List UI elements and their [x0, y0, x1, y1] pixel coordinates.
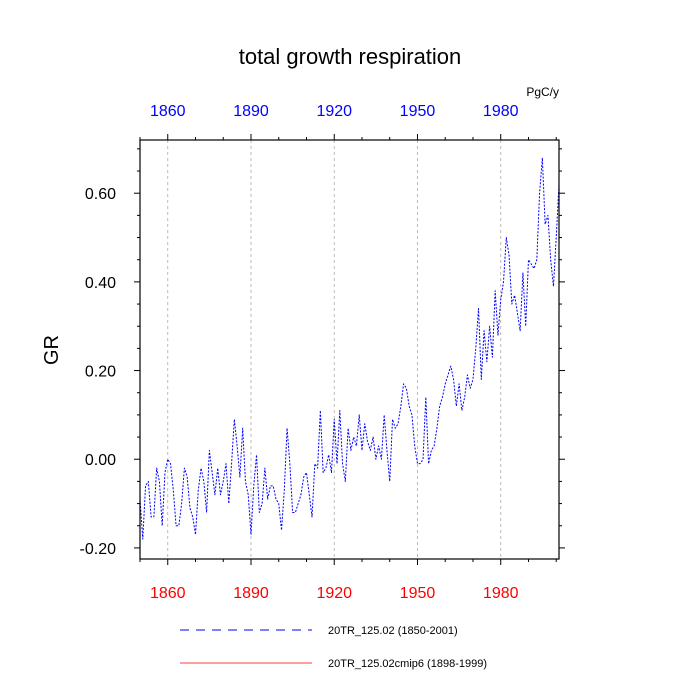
- x-tick-label-top-1980: 1980: [483, 103, 519, 120]
- legend: 20TR_125.02 (1850-2001) 20TR_125.02cmip6…: [180, 625, 487, 670]
- chart-title: total growth respiration: [239, 44, 462, 69]
- legend-label-cmip6: 20TR_125.02cmip6 (1898-1999): [328, 658, 487, 670]
- x-tick-label-bottom-1860: 1860: [150, 585, 186, 602]
- x-tick-label-top-1920: 1920: [316, 103, 352, 120]
- legend-label-20tr: 20TR_125.02 (1850-2001): [328, 625, 458, 637]
- axis-ticks: [134, 134, 565, 565]
- y-tick-label-2: 0.20: [85, 364, 116, 381]
- gridlines: [167, 140, 502, 559]
- y-tick-label-0: -0.20: [80, 541, 117, 558]
- units-label: PgC/y: [526, 85, 559, 99]
- x-tick-label-top-1950: 1950: [400, 103, 436, 120]
- plot-frame: [139, 139, 560, 560]
- y-tick-label-4: 0.60: [85, 186, 116, 203]
- y-tick-label-1: 0.00: [85, 452, 116, 469]
- x-tick-label-top-1890: 1890: [233, 103, 269, 120]
- series-line-0: [140, 157, 559, 540]
- y-tick-label-3: 0.40: [85, 275, 116, 292]
- y-axis-label: GR: [41, 335, 63, 365]
- x-tick-label-bottom-1890: 1890: [233, 585, 269, 602]
- plot-area: [140, 157, 559, 540]
- x-tick-label-top-1860: 1860: [150, 103, 186, 120]
- tick-labels: 1860 1860 1890 1890 1920 1920 1950 1950 1980 1980…: [80, 103, 519, 602]
- x-tick-label-bottom-1920: 1920: [316, 585, 352, 602]
- x-tick-label-bottom-1950: 1950: [400, 585, 436, 602]
- x-tick-label-bottom-1980: 1980: [483, 585, 519, 602]
